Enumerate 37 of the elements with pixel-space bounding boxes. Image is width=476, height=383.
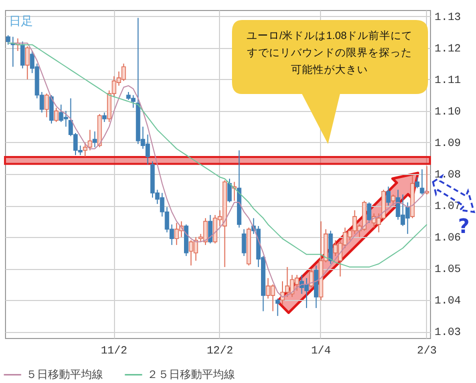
legend-label: ２５日移動平均線 bbox=[147, 368, 235, 381]
annotation: 日足 bbox=[9, 13, 33, 30]
candlestick bbox=[420, 168, 424, 195]
y-tick-label: 1.05 bbox=[434, 264, 461, 276]
candlestick bbox=[92, 130, 97, 148]
candlestick bbox=[309, 268, 314, 288]
candlestick bbox=[390, 194, 396, 206]
candlestick bbox=[386, 186, 391, 206]
y-tick-label: 1.07 bbox=[434, 201, 461, 214]
y-tick-label: 1.12 bbox=[434, 43, 461, 56]
candlestick bbox=[6, 34, 10, 46]
y-tick-label: 1.10 bbox=[434, 106, 461, 118]
candlestick bbox=[44, 93, 49, 118]
candlestick bbox=[49, 94, 54, 124]
legend-label: ５日移動平均線 bbox=[26, 368, 103, 381]
y-tick-label: 1.03 bbox=[434, 327, 461, 340]
y-tick-label: 1.11 bbox=[434, 74, 462, 87]
annotation: ユーロ/米ドルは1.08ドル前半にてすでにリバウンドの限界を探った可能性が大きい bbox=[245, 29, 414, 78]
y-tick-label: 1.08 bbox=[434, 170, 461, 182]
candlestick bbox=[275, 298, 280, 316]
y-tick-label: 1.06 bbox=[434, 232, 461, 245]
candlestick bbox=[208, 214, 212, 244]
y-tick-label: 1.13 bbox=[434, 12, 461, 24]
x-tick-label: 12/2 bbox=[206, 346, 234, 358]
candlestick bbox=[20, 41, 25, 69]
x-tick-label: 11/2 bbox=[100, 346, 128, 358]
candlestick bbox=[366, 202, 372, 224]
candlestick bbox=[415, 176, 420, 189]
y-tick-label: 1.04 bbox=[434, 296, 462, 308]
y-tick-label: 1.09 bbox=[434, 138, 461, 150]
candlestick bbox=[102, 112, 107, 122]
candlestick bbox=[424, 166, 430, 195]
x-tick-label: 1/4 bbox=[311, 346, 332, 358]
candlestick bbox=[242, 228, 246, 256]
x-tick-label: 2/3 bbox=[416, 346, 437, 358]
candlestick bbox=[25, 46, 30, 80]
candlestick bbox=[54, 107, 58, 122]
